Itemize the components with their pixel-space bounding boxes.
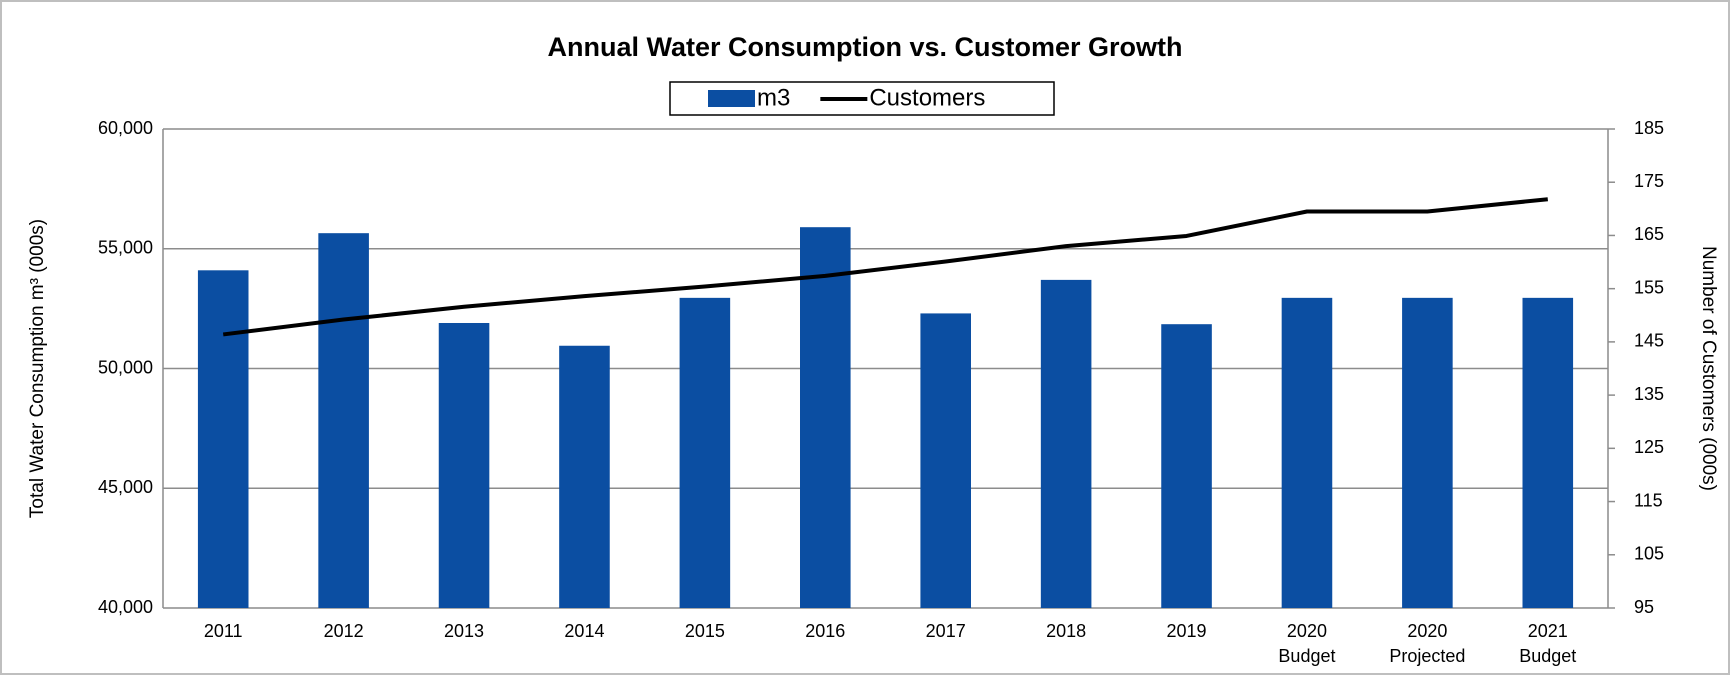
bar [920,313,971,608]
bar [1402,297,1453,608]
x-tick-label: 2020 [1287,621,1327,641]
y2-tick-label: 155 [1634,277,1664,297]
x-tick-label: Projected [1389,646,1465,666]
x-tick-label: 2017 [926,621,966,641]
y-tick-label: 55,000 [98,238,153,258]
legend-label: m3 [757,84,790,111]
bar [1161,324,1212,608]
bar [197,270,249,608]
x-tick-label: Budget [1278,646,1335,666]
y2-tick-label: 115 [1634,490,1663,510]
y-tick-label: 45,000 [98,477,153,497]
x-tick-label: 2018 [1046,621,1086,641]
y2-tick-label: 105 [1634,544,1664,564]
x-tick-label: 2015 [685,621,725,641]
x-tick-label: 2014 [564,621,604,641]
bar [438,322,490,608]
y2-tick-label: 125 [1634,437,1664,457]
y2-tick-label: 165 [1634,224,1664,244]
x-tick-label: 2012 [324,621,364,641]
y2-axis-label: Number of Customers (000s) [1698,246,1719,491]
bar [1040,279,1092,608]
legend-swatch [708,90,755,107]
x-tick-label: 2011 [204,621,243,641]
x-tick-label: 2021 [1528,621,1568,641]
y-tick-label: 50,000 [98,357,153,377]
y-axis-label: Total Water Consumption m³ (000s) [27,219,48,518]
y-tick-label: 40,000 [98,597,153,617]
bar [559,345,610,608]
bar [318,233,369,608]
y2-tick-label: 145 [1634,331,1664,351]
x-tick-label: Budget [1519,646,1576,666]
bar [679,297,731,608]
chart-title: Annual Water Consumption vs. Customer Gr… [547,32,1182,62]
bar [1281,297,1333,608]
legend-label: Customers [869,84,985,111]
x-tick-label: 2016 [805,621,845,641]
y2-tick-label: 135 [1634,384,1664,404]
x-tick-label: 2020 [1407,621,1447,641]
x-tick-label: 2013 [444,621,484,641]
line [222,197,1548,337]
y2-tick-label: 175 [1634,171,1664,191]
x-tick-label: 2019 [1167,621,1207,641]
y2-tick-label: 185 [1634,118,1664,138]
bar [800,227,851,608]
bar [1522,297,1574,608]
y-tick-label: 60,000 [98,118,153,138]
y2-tick-label: 95 [1634,597,1654,617]
